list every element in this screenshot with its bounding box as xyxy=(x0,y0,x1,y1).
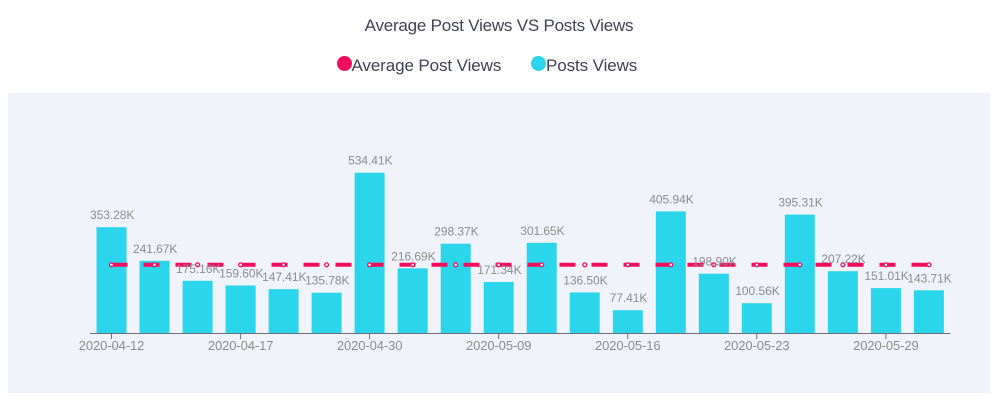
svg-text:298.37K: 298.37K xyxy=(434,225,478,239)
svg-text:147.41K: 147.41K xyxy=(262,270,306,284)
svg-text:175.16K: 175.16K xyxy=(176,262,220,276)
svg-text:2020-04-17: 2020-04-17 xyxy=(208,338,274,353)
svg-text:2020-05-23: 2020-05-23 xyxy=(724,338,790,353)
svg-text:2020-05-16: 2020-05-16 xyxy=(595,338,661,353)
svg-text:353.28K: 353.28K xyxy=(90,208,134,222)
svg-text:2020-05-09: 2020-05-09 xyxy=(466,338,532,353)
svg-text:534.41K: 534.41K xyxy=(348,154,392,168)
svg-text:136.50K: 136.50K xyxy=(563,273,607,287)
svg-text:395.31K: 395.31K xyxy=(778,196,822,210)
svg-text:151.01K: 151.01K xyxy=(864,269,908,283)
svg-text:135.78K: 135.78K xyxy=(305,274,349,288)
svg-text:171.34K: 171.34K xyxy=(477,263,521,277)
svg-text:159.60K: 159.60K xyxy=(219,267,263,281)
svg-text:2020-04-12: 2020-04-12 xyxy=(79,338,145,353)
svg-text:143.71K: 143.71K xyxy=(907,271,951,285)
svg-text:2020-05-29: 2020-05-29 xyxy=(853,338,919,353)
svg-text:2020-04-30: 2020-04-30 xyxy=(337,338,403,353)
svg-text:241.67K: 241.67K xyxy=(133,242,177,256)
svg-text:198.90K: 198.90K xyxy=(692,255,736,269)
svg-text:77.41K: 77.41K xyxy=(610,291,648,305)
svg-text:100.56K: 100.56K xyxy=(735,284,779,298)
svg-text:405.94K: 405.94K xyxy=(649,192,693,206)
svg-text:301.65K: 301.65K xyxy=(520,224,564,238)
svg-text:216.69K: 216.69K xyxy=(391,249,435,263)
svg-text:207.22K: 207.22K xyxy=(821,252,865,266)
